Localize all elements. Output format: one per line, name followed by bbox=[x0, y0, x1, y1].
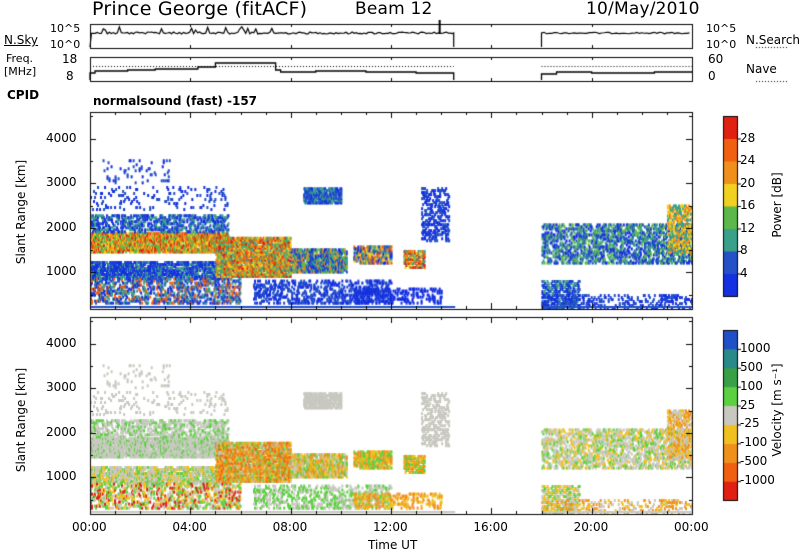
velocity-colorbar-tick: 25 bbox=[740, 397, 756, 412]
nsky-tick-top: 10^5 bbox=[50, 22, 81, 35]
cpid-label: CPID bbox=[7, 88, 40, 102]
freq-label: Freq. bbox=[6, 52, 34, 65]
y-tick-label: 4000 bbox=[46, 130, 77, 145]
power-colorbar-tick: 4 bbox=[740, 265, 748, 280]
nsky-label: N.Sky bbox=[4, 33, 39, 47]
power-colorbar-tick: 12 bbox=[740, 220, 756, 235]
velocity-colorbar-tick: -100 bbox=[740, 435, 768, 450]
cpid-value: normalsound (fast) -157 bbox=[93, 94, 258, 108]
velocity-colorbar-tick: 100 bbox=[740, 378, 763, 393]
y-tick-label: 4000 bbox=[46, 335, 77, 350]
velocity-colorbar-label: Velocity [m s⁻¹] bbox=[770, 363, 784, 457]
x-tick-label: 16:00 bbox=[473, 520, 508, 534]
beam-title: Beam 12 bbox=[355, 0, 433, 19]
x-tick-label: 04:00 bbox=[172, 520, 207, 534]
power-colorbar-tick: 24 bbox=[740, 153, 756, 167]
velocity-colorbar-tick: -1000 bbox=[740, 473, 775, 488]
station-title: Prince George (fitACF) bbox=[92, 0, 308, 20]
nave-tick-bottom: 0 bbox=[708, 69, 716, 83]
x-tick-label: 00:00 bbox=[72, 520, 107, 534]
nave-tick-top: 60 bbox=[708, 52, 724, 66]
power-panel-ylabel: Slant Range [km] bbox=[14, 159, 28, 265]
freq-tick-top: 18 bbox=[62, 52, 78, 66]
power-colorbar-tick: 16 bbox=[740, 198, 756, 212]
freq-unit-label: [MHz] bbox=[4, 65, 37, 78]
x-tick-label: 20:00 bbox=[573, 520, 609, 534]
velocity-panel-ylabel: Slant Range [km] bbox=[14, 367, 28, 473]
y-tick-label: 2000 bbox=[46, 219, 77, 234]
power-colorbar-tick: 8 bbox=[740, 243, 748, 257]
power-colorbar-label: Power [dB] bbox=[770, 172, 784, 238]
nsky-tick-bottom: 10^0 bbox=[50, 38, 81, 51]
y-tick-label: 3000 bbox=[46, 380, 77, 395]
y-tick-label: 3000 bbox=[46, 175, 77, 190]
date-title: 10/May/2010 bbox=[586, 0, 700, 19]
x-tick-label: 12:00 bbox=[373, 520, 408, 534]
y-tick-label: 2000 bbox=[46, 424, 77, 439]
x-tick-label: 08:00 bbox=[272, 520, 308, 534]
freq-tick-bottom: 8 bbox=[66, 69, 74, 83]
velocity-colorbar-tick: 1000 bbox=[740, 340, 771, 355]
nsearch-tick-bottom: 10^0 bbox=[706, 38, 737, 51]
velocity-colorbar-tick: -500 bbox=[740, 454, 768, 469]
power-colorbar-tick: 20 bbox=[740, 175, 756, 190]
y-tick-label: 1000 bbox=[46, 264, 77, 279]
nave-label: Nave bbox=[746, 62, 777, 76]
nsearch-label: N.Search bbox=[746, 33, 800, 47]
velocity-colorbar-tick: -25 bbox=[740, 416, 760, 431]
y-tick-label: 1000 bbox=[46, 469, 77, 484]
x-axis-label: Time UT bbox=[368, 538, 418, 552]
velocity-colorbar-tick: 500 bbox=[740, 359, 763, 374]
nsearch-tick-top: 10^5 bbox=[706, 22, 737, 35]
x-tick-label: 00:00 bbox=[674, 520, 709, 534]
power-colorbar-tick: 28 bbox=[740, 130, 756, 145]
